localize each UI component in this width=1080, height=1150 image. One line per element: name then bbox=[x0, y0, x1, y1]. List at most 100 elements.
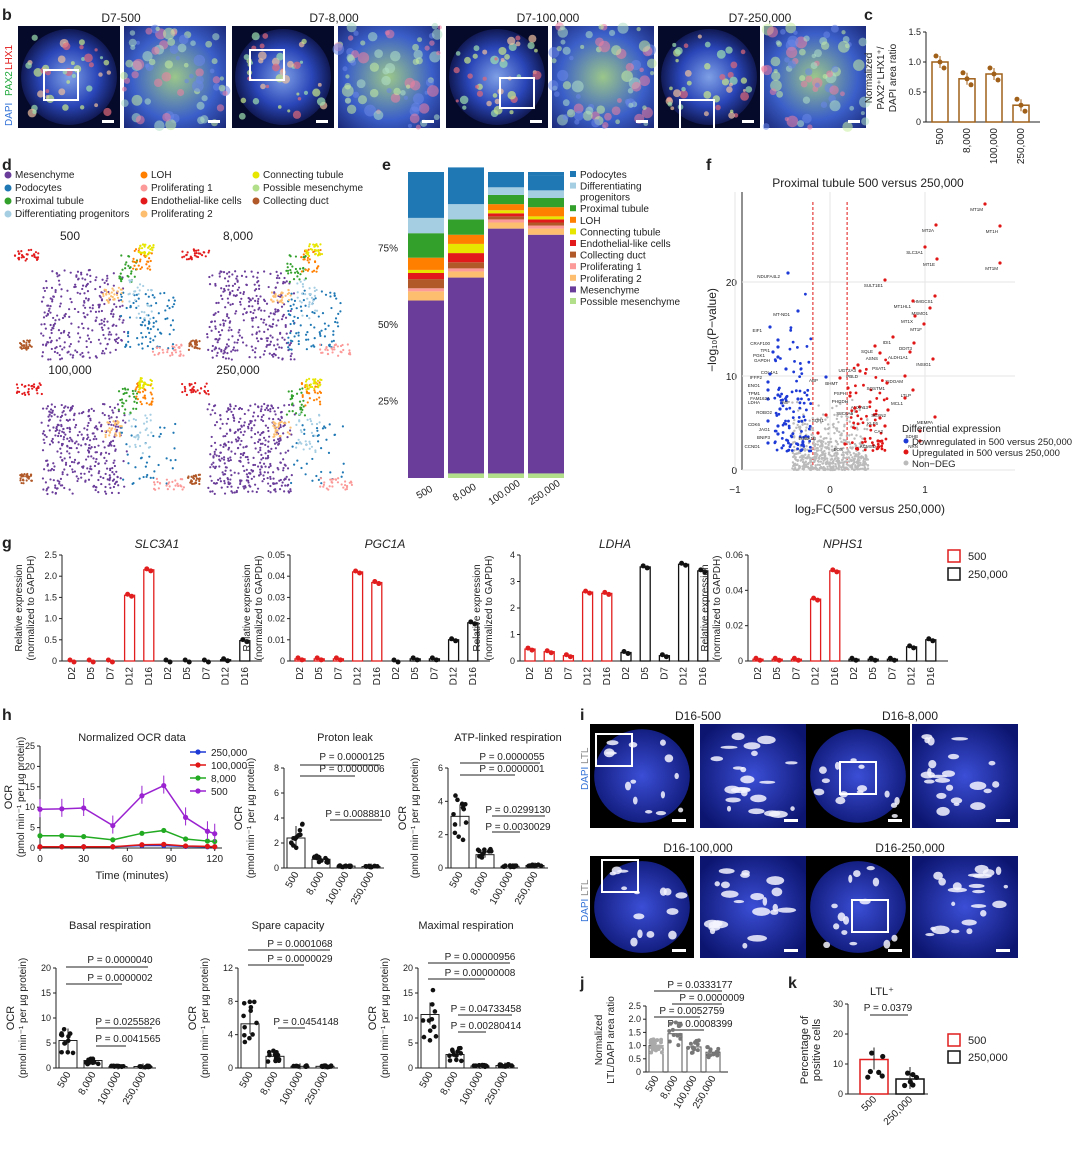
cell-point bbox=[145, 263, 148, 266]
cell-point bbox=[214, 325, 217, 328]
data-point bbox=[297, 827, 303, 833]
non-deg-point bbox=[833, 452, 836, 455]
non-deg-point bbox=[820, 466, 824, 470]
down-point bbox=[789, 328, 793, 332]
cell-point bbox=[74, 349, 77, 352]
cell-point bbox=[266, 339, 269, 342]
cell-cluster bbox=[715, 104, 721, 111]
non-deg-point bbox=[819, 460, 823, 463]
scale-bar bbox=[102, 120, 114, 123]
cell-point bbox=[274, 348, 278, 351]
cell-point bbox=[295, 392, 299, 395]
cell-point bbox=[129, 411, 132, 414]
cell-point bbox=[335, 297, 338, 300]
p-value: P = 0.00000956 bbox=[445, 952, 516, 963]
non-deg-point bbox=[798, 464, 801, 468]
cell-cluster bbox=[437, 25, 442, 30]
cell-point bbox=[86, 428, 89, 431]
cell-point bbox=[283, 463, 286, 466]
cell-point bbox=[312, 250, 315, 254]
non-deg-point bbox=[850, 412, 854, 416]
cell-point bbox=[196, 347, 199, 350]
cell-point bbox=[319, 248, 322, 252]
cell-point bbox=[269, 450, 272, 453]
cell-point bbox=[91, 432, 94, 435]
cell-cluster bbox=[625, 63, 634, 72]
cell-point bbox=[61, 442, 64, 446]
stacked-segment bbox=[448, 268, 484, 272]
ltl-signal bbox=[660, 791, 666, 799]
data-point bbox=[476, 1062, 482, 1068]
cell-point bbox=[45, 489, 48, 492]
cell-point bbox=[145, 254, 148, 258]
cell-point bbox=[109, 405, 112, 409]
micrograph-title: D16-500 bbox=[675, 709, 721, 723]
down-point bbox=[784, 367, 788, 371]
cell-point bbox=[106, 320, 109, 323]
gene-label: INSIG1 bbox=[916, 362, 931, 367]
cell-point bbox=[309, 323, 312, 326]
panel-letter-c: c bbox=[864, 7, 873, 24]
cell-point bbox=[183, 385, 186, 389]
y-tick-label: 10 bbox=[41, 1013, 51, 1023]
legend-label: Collecting duct bbox=[580, 251, 646, 262]
cell-point bbox=[229, 478, 232, 481]
cell-point bbox=[103, 317, 106, 320]
cell-cluster bbox=[831, 65, 839, 73]
cell-point bbox=[87, 299, 90, 302]
cell-point bbox=[261, 480, 264, 483]
cell-point bbox=[198, 347, 201, 350]
data-point bbox=[830, 567, 836, 573]
cell-point bbox=[97, 472, 100, 475]
panel-letter-b: b bbox=[2, 7, 12, 24]
cell-point bbox=[254, 299, 257, 302]
cell-point bbox=[156, 480, 159, 484]
up-point bbox=[883, 424, 887, 428]
cell-point bbox=[131, 389, 134, 393]
cell-point bbox=[63, 341, 66, 344]
cell-point bbox=[100, 319, 103, 322]
down-point bbox=[798, 401, 802, 405]
non-deg-point bbox=[839, 461, 842, 465]
cell-point bbox=[75, 475, 78, 478]
cell-point bbox=[293, 322, 296, 325]
y-tick-label: 8 bbox=[274, 763, 279, 773]
x-tick-label: 100,000 bbox=[488, 870, 516, 907]
cell-point bbox=[199, 252, 202, 255]
cell-point bbox=[252, 311, 255, 315]
data-point bbox=[447, 1053, 452, 1058]
cell-point bbox=[287, 289, 290, 292]
cell-point bbox=[277, 417, 280, 421]
cell-point bbox=[152, 246, 155, 249]
cell-point bbox=[116, 403, 120, 406]
cell-point bbox=[348, 349, 351, 352]
cell-cluster bbox=[670, 106, 675, 111]
cell-point bbox=[276, 338, 279, 341]
cell-point bbox=[108, 430, 112, 433]
non-deg-point bbox=[832, 454, 836, 457]
bar bbox=[123, 594, 136, 662]
cell-point bbox=[41, 449, 45, 452]
cell-point bbox=[153, 353, 156, 356]
cell-point bbox=[57, 329, 61, 332]
up-point bbox=[880, 379, 884, 382]
cell-point bbox=[278, 479, 281, 482]
cell-cluster bbox=[547, 80, 559, 91]
non-deg-point bbox=[864, 455, 868, 459]
y-tick-label: 0.02 bbox=[725, 621, 743, 631]
cell-point bbox=[126, 335, 130, 338]
cell-cluster bbox=[534, 48, 538, 53]
non-deg-point bbox=[819, 435, 822, 438]
cell-point bbox=[152, 321, 155, 324]
cell-point bbox=[60, 295, 63, 298]
cell-point bbox=[109, 312, 113, 315]
down-point bbox=[768, 325, 772, 329]
cell-point bbox=[252, 415, 255, 418]
cell-point bbox=[219, 427, 222, 430]
cell-point bbox=[87, 269, 90, 272]
cell-point bbox=[118, 318, 121, 321]
data-point bbox=[644, 565, 650, 571]
cell-point bbox=[313, 260, 317, 264]
cell-point bbox=[263, 330, 266, 333]
cell-point bbox=[196, 255, 200, 259]
